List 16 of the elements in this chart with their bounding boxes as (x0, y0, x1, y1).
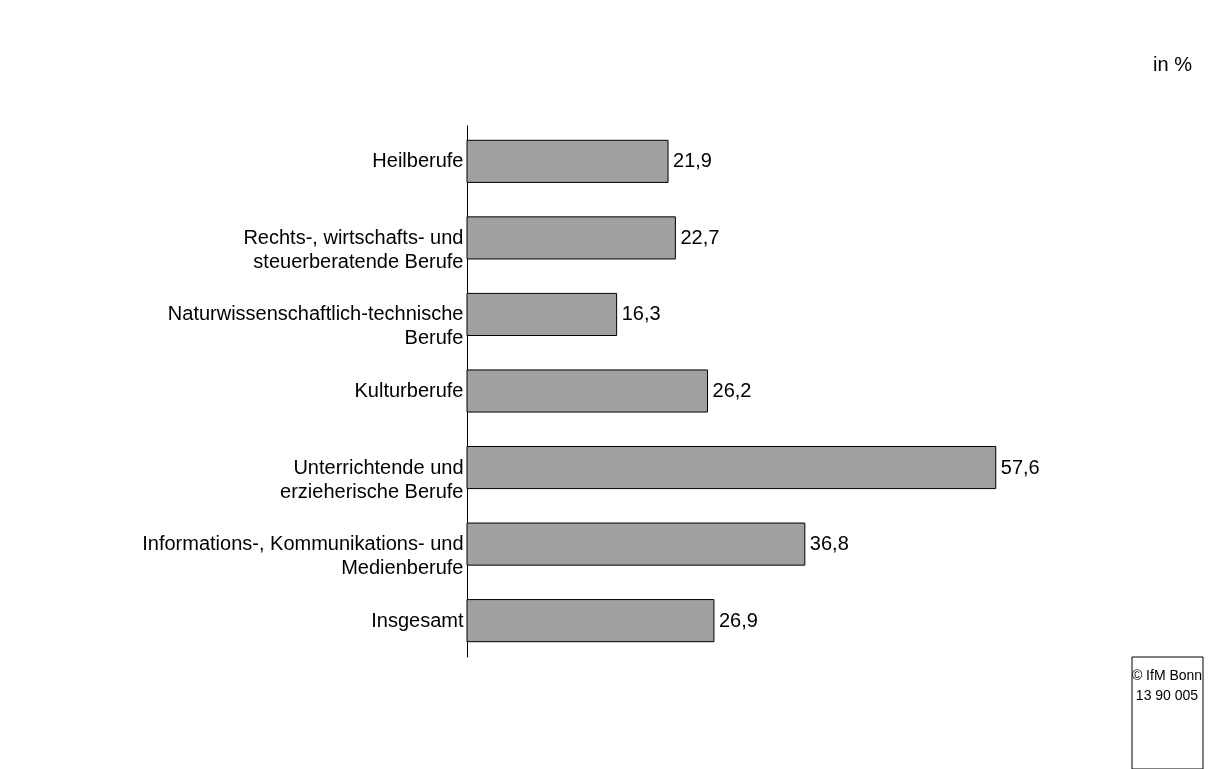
y-tick-label: Unterrichtende und erzieherische Berufe (280, 455, 464, 502)
y-tick-label: Naturwissenschaftlich-technische Berufe (167, 302, 464, 349)
text: in % (1153, 53, 1193, 75)
data-label: 21,9 (673, 149, 712, 172)
y-tick-label: Informations-, Kommunikations- und Medienberufe (142, 532, 464, 579)
y-tick-label: Rechts-, wirtschafts- und steuerberatende Berufe (243, 225, 464, 272)
data-label: 36,8 (809, 532, 849, 555)
text: © IfM Bonn 13 90 005 (1131, 667, 1203, 703)
data-label: 22,7 (680, 225, 720, 248)
y-tick-label: Kulturberufe (354, 379, 464, 401)
data-label: 16,3 (621, 302, 661, 325)
y-tick-label: Heilberufe (372, 149, 464, 172)
data-label: 26,9 (718, 608, 758, 631)
data-label: 57,6 (1000, 455, 1040, 478)
data-label: 26,2 (712, 379, 752, 401)
y-tick-label: Insgesamt (371, 608, 464, 631)
